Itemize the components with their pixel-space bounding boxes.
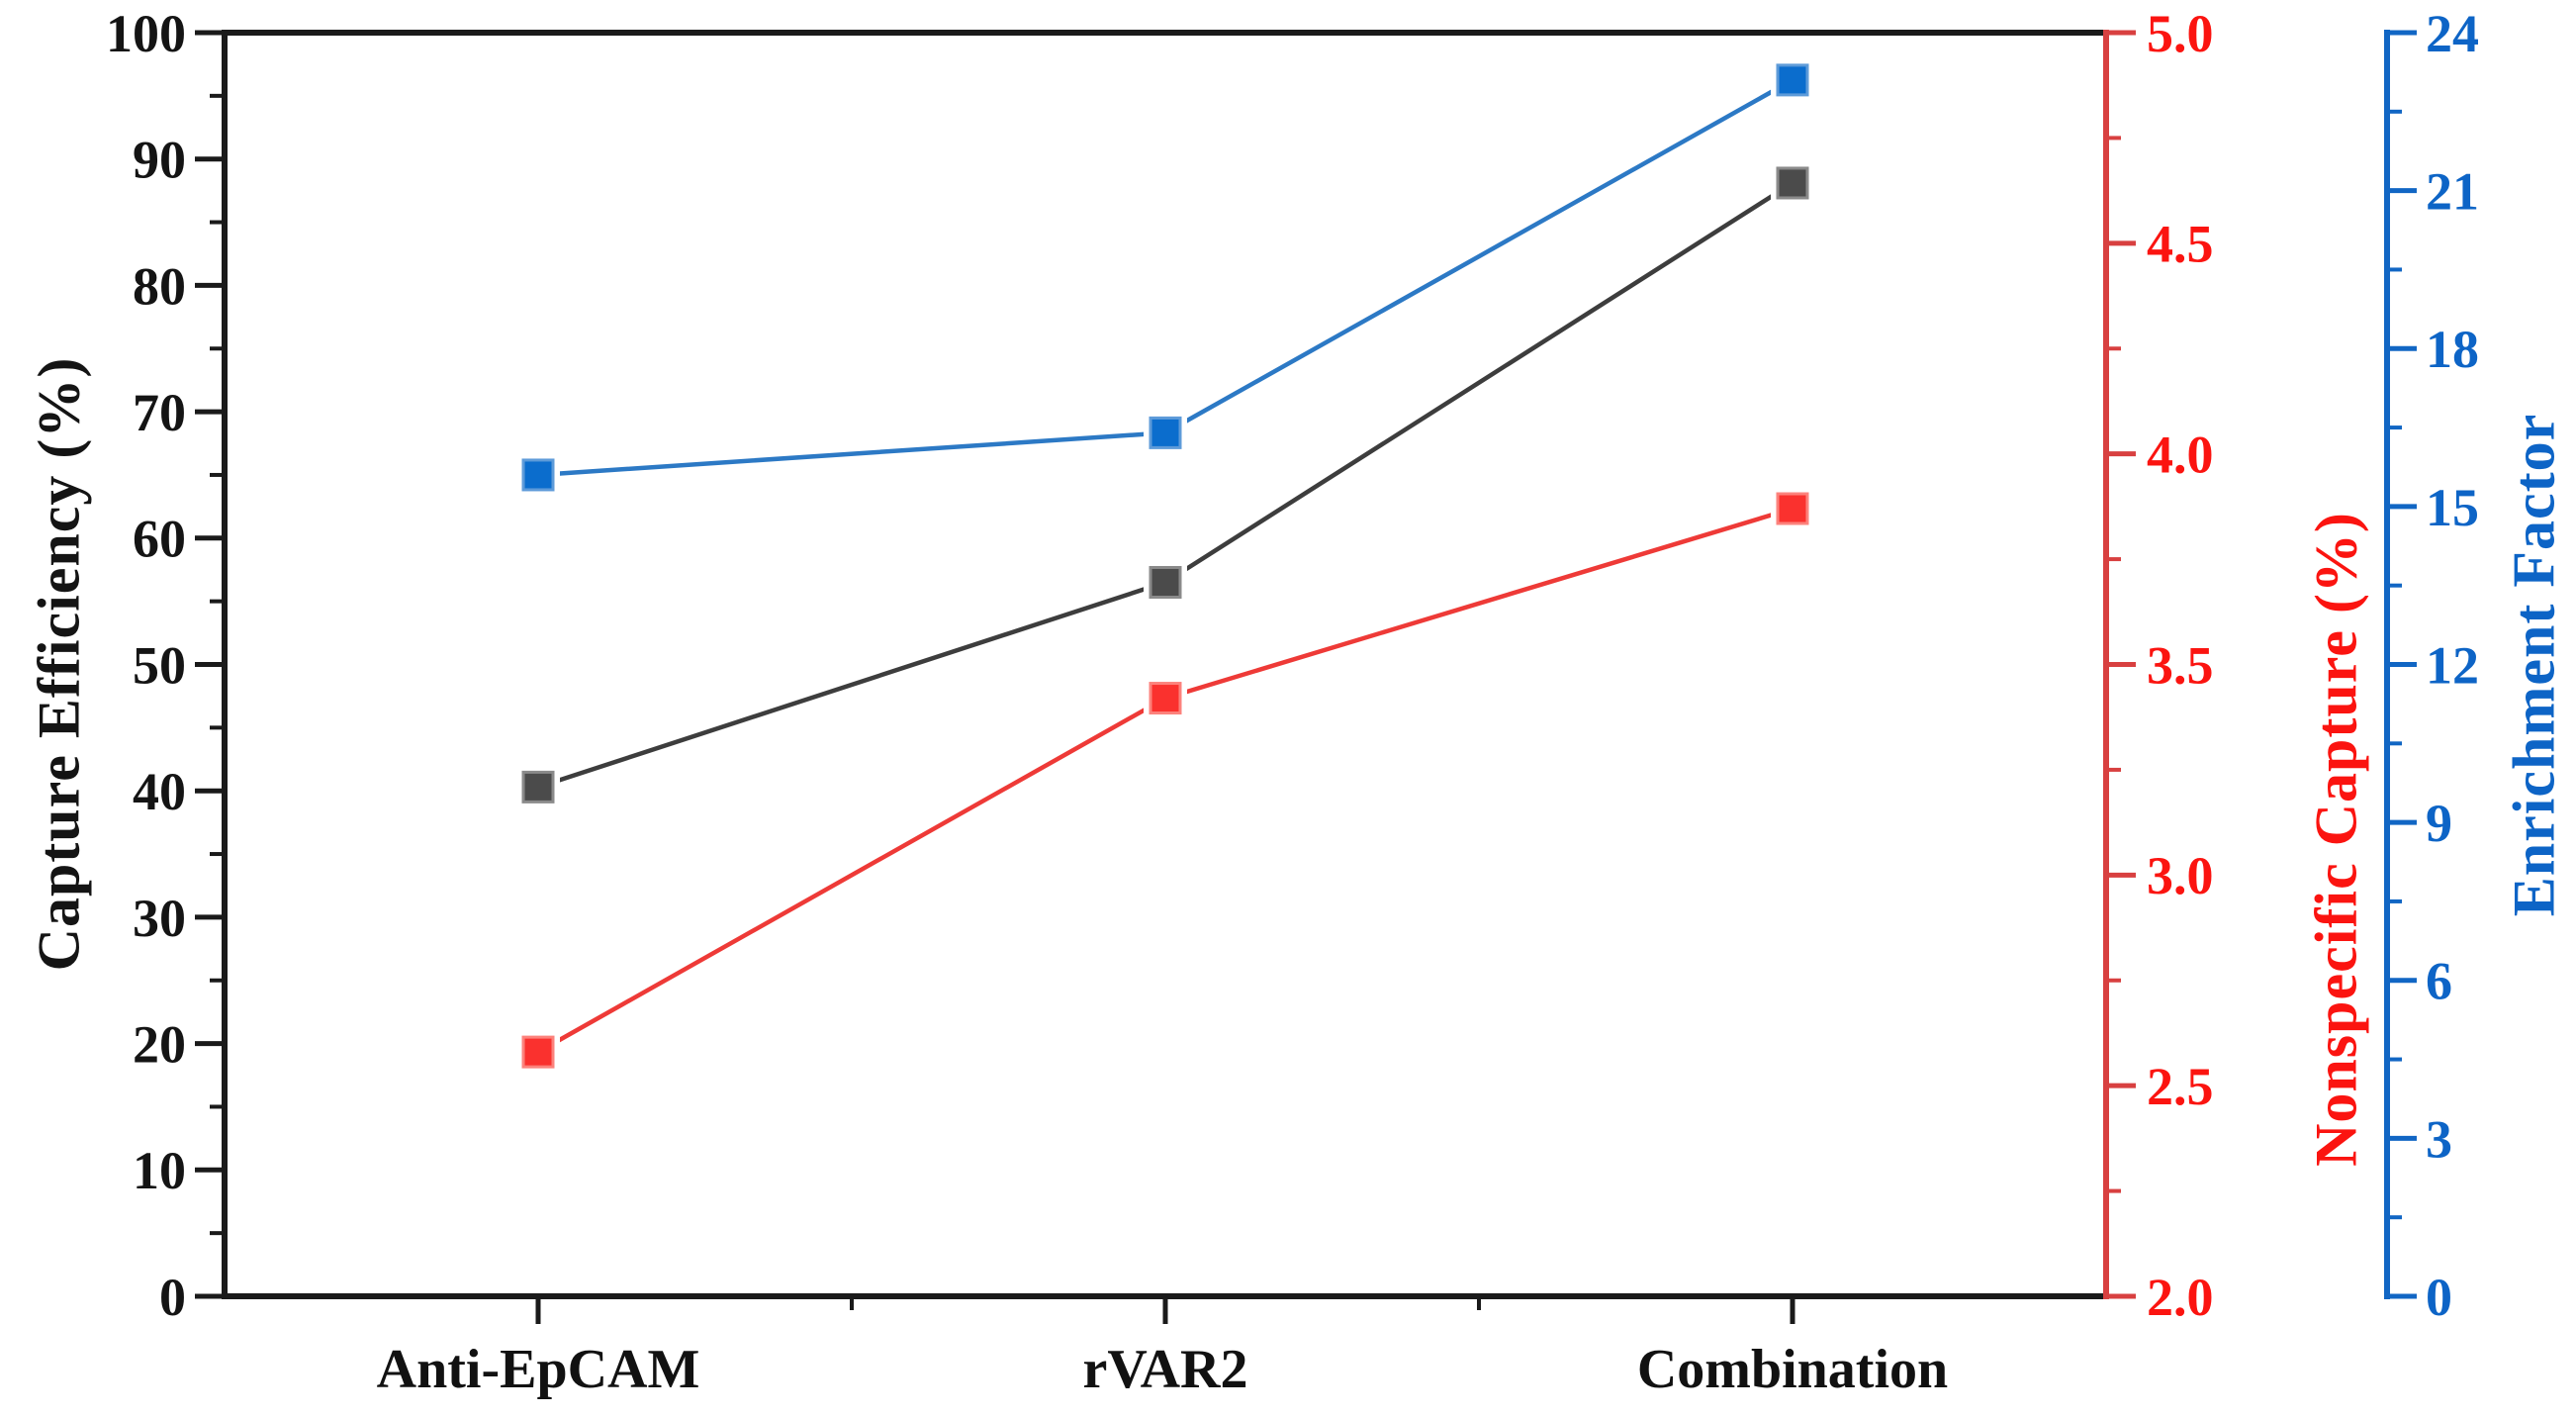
y-tick-label: 3.5 (2147, 635, 2214, 695)
y-tick-label: 24 (2426, 4, 2479, 63)
y-tick-label: 2.5 (2147, 1057, 2214, 1116)
y-tick-label: 10 (133, 1141, 186, 1200)
data-point-marker (1776, 166, 1809, 200)
y-tick-label: 5.0 (2147, 4, 2214, 63)
series-enrichment-factor (516, 57, 1814, 497)
x-tick-label-rvar2: rVAR2 (1082, 1339, 1248, 1400)
data-point-marker (521, 458, 555, 492)
y-tick-label: 30 (133, 889, 186, 948)
y-tick-label: 9 (2426, 794, 2452, 853)
y-tick-label: 3 (2426, 1109, 2452, 1169)
y-tick-label: 12 (2426, 635, 2479, 695)
y-tick-label: 3.0 (2147, 846, 2214, 905)
x-tick-label-combination: Combination (1636, 1339, 1949, 1400)
data-point-marker (1776, 492, 1809, 525)
plot-frame (222, 30, 2109, 1299)
y-tick-label: 0 (2426, 1268, 2452, 1327)
data-point-marker (1149, 682, 1182, 715)
y-tick-label: 50 (133, 635, 186, 695)
y-tick-label: 90 (133, 131, 186, 190)
y-tick-label: 70 (133, 383, 186, 442)
y-tick-label: 80 (133, 256, 186, 316)
y-axis-title-right-red: Nonspecific Capture (%) (2303, 512, 2369, 1167)
data-point-marker (521, 770, 555, 804)
data-point-marker (1776, 63, 1809, 97)
y-axis-right-blue: 0 3 6 9 12 15 18 21 24 (2384, 4, 2479, 1327)
y-axis-right-red: 2.0 2.5 3.0 3.5 4.0 4.5 5.0 (2103, 4, 2214, 1327)
y-tick-label: 2.0 (2147, 1268, 2214, 1327)
y-tick-label: 15 (2426, 478, 2479, 537)
x-tick-label-anti-epcam: Anti-EpCAM (376, 1339, 700, 1400)
y-tick-label: 4.0 (2147, 425, 2214, 485)
series-capture-efficiency (516, 160, 1814, 809)
y-tick-label: 4.5 (2147, 215, 2214, 274)
y-axis-left: 0 10 20 30 40 50 60 70 80 90 100 (106, 4, 228, 1327)
y-tick-label: 6 (2426, 952, 2452, 1011)
data-point-marker (1149, 416, 1182, 449)
y-axis-title-right-blue: Enrichment Factor (2501, 413, 2567, 917)
y-tick-label: 100 (106, 4, 186, 63)
y-tick-label: 18 (2426, 320, 2479, 379)
data-point-marker (1149, 565, 1182, 599)
y-tick-label: 21 (2426, 162, 2479, 222)
y-tick-label: 20 (133, 1015, 186, 1075)
data-point-marker (521, 1035, 555, 1069)
x-axis (535, 1296, 1795, 1324)
series-nonspecific-capture (516, 487, 1814, 1075)
y-tick-label: 0 (159, 1268, 186, 1327)
y-tick-label: 60 (133, 510, 186, 569)
y-axis-title-left: Capture Efficiency (%) (26, 356, 92, 972)
y-tick-label: 40 (133, 762, 186, 821)
